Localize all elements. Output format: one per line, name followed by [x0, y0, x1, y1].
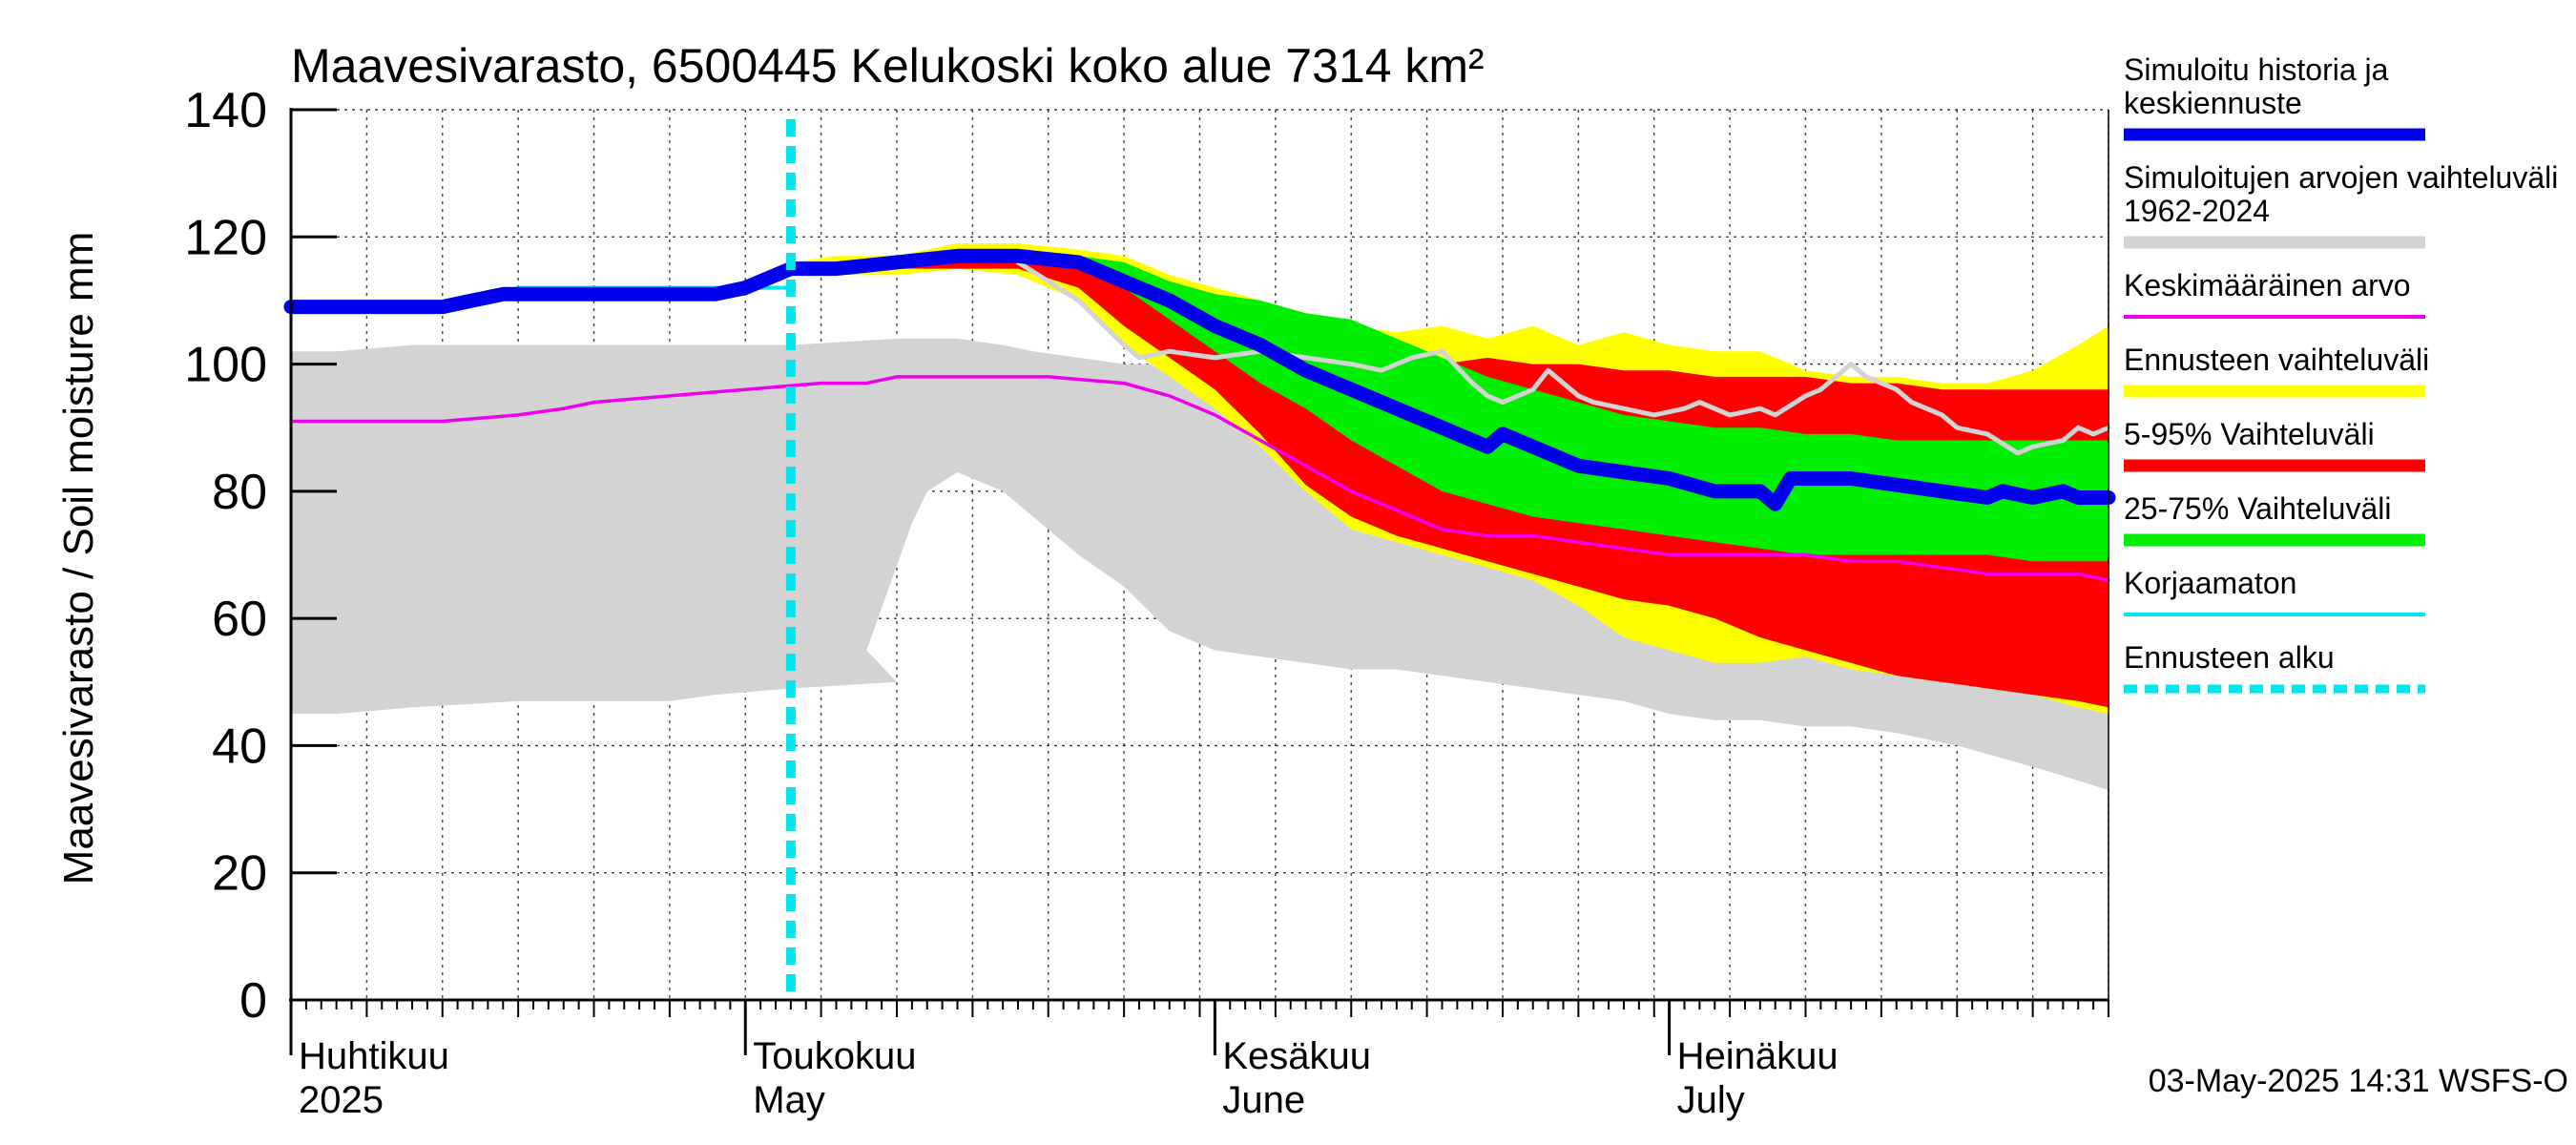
line-keskim-r-inen-arvo — [289, 375, 2110, 582]
month-label-fi: Toukokuu — [753, 1035, 916, 1077]
y-tick-label: 120 — [184, 210, 267, 265]
line-simuloitu-historia-ja-keskiennuste — [283, 248, 2116, 511]
legend-label: Ennusteen vaihteluväli — [2124, 343, 2429, 377]
month-label-fi: Kesäkuu — [1222, 1035, 1371, 1077]
chart-title: Maavesivarasto, 6500445 Kelukoski koko a… — [291, 39, 1485, 93]
y-tick-label: 80 — [212, 465, 267, 520]
legend-label: Simuloitu historia ja keskiennuste — [2124, 52, 2389, 120]
y-axis-label: Maavesivarasto / Soil moisture mm — [55, 232, 102, 885]
legend-label-line: Simuloitujen arvojen vaihteluväli — [2124, 160, 2558, 195]
month-label-en: July — [1677, 1079, 1745, 1121]
month-label-en: May — [753, 1079, 825, 1121]
month-label-fi: Huhtikuu — [299, 1035, 449, 1077]
legend-label-line: Keskimääräinen arvo — [2124, 268, 2411, 302]
legend-label-line: 25-75% Vaihteluväli — [2124, 491, 2391, 526]
legend-label: Keskimääräinen arvo — [2124, 268, 2411, 302]
legend-label: 25-75% Vaihteluväli — [2124, 491, 2391, 526]
y-tick-label: 140 — [184, 83, 267, 138]
y-tick-label: 20 — [212, 846, 267, 902]
series-layer — [283, 119, 2116, 1000]
month-label-fi: Heinäkuu — [1677, 1035, 1839, 1077]
legend-label-line: 5-95% Vaihteluväli — [2124, 417, 2375, 451]
legend-label: Simuloitujen arvojen vaihteluväli 1962-20… — [2124, 160, 2558, 228]
legend-label: Korjaamaton — [2124, 566, 2296, 600]
legend-label-line: keskiennuste — [2124, 86, 2302, 120]
legend-label-line: Korjaamaton — [2124, 566, 2296, 600]
legend-label-line: 1962-2024 — [2124, 194, 2270, 228]
month-label-en: June — [1222, 1079, 1305, 1121]
timestamp: 03-May-2025 14:31 WSFS-O — [2149, 1063, 2568, 1099]
y-tick-label: 60 — [212, 592, 267, 647]
legend-label-line: Simuloitu historia ja — [2124, 52, 2389, 87]
axes — [289, 108, 2109, 1055]
legend-label: Ennusteen alku — [2124, 640, 2335, 675]
legend: Simuloitu historia ja keskiennusteSimuloi… — [2124, 52, 2558, 694]
y-tick-label: 0 — [239, 973, 267, 1029]
legend-label-line: Ennusteen vaihteluväli — [2124, 343, 2429, 377]
y-tick-label: 40 — [212, 718, 267, 774]
legend-label: 5-95% Vaihteluväli — [2124, 417, 2375, 451]
month-label-en: 2025 — [299, 1079, 384, 1121]
y-tick-label: 100 — [184, 338, 267, 393]
legend-label-line: Ennusteen alku — [2124, 640, 2335, 675]
y-tick-labels: 0 20 40 60 80 100 120 140 — [184, 83, 267, 1029]
